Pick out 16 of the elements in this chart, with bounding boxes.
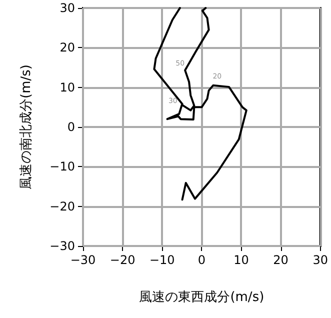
x-tick-label: 20 — [273, 253, 288, 267]
x-tick-label: 30 — [312, 253, 328, 267]
y-tick-label: −10 — [50, 160, 75, 174]
y-tick-label: 30 — [60, 1, 75, 15]
x-tick-label: 10 — [234, 253, 249, 267]
y-tick-label: −30 — [50, 239, 75, 253]
x-tick-label: −30 — [70, 253, 96, 267]
x-axis-title: 風速の東西成分(m/s) — [139, 290, 264, 305]
x-tick-label: −20 — [110, 253, 136, 267]
y-tick-label: 0 — [67, 120, 75, 134]
x-tick-label: −10 — [149, 253, 175, 267]
y-tick-label: 10 — [60, 80, 75, 94]
x-tick-label: 0 — [198, 253, 206, 267]
y-tick-label: 20 — [60, 40, 75, 55]
y-tick-label: −20 — [50, 199, 75, 214]
y-axis-title: 風速の南北成分(m/s) — [19, 64, 34, 190]
